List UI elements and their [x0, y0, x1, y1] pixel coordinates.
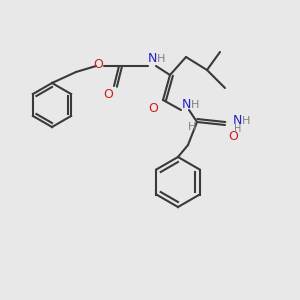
- Text: H: H: [242, 116, 250, 126]
- Text: H: H: [188, 122, 196, 132]
- Text: N: N: [232, 115, 242, 128]
- Text: N: N: [147, 52, 157, 65]
- Text: N: N: [181, 98, 191, 112]
- Text: O: O: [103, 88, 113, 100]
- Text: O: O: [228, 130, 238, 143]
- Text: H: H: [157, 54, 165, 64]
- Text: H: H: [191, 100, 199, 110]
- Text: O: O: [93, 58, 103, 70]
- Text: H: H: [234, 124, 242, 134]
- Text: O: O: [148, 101, 158, 115]
